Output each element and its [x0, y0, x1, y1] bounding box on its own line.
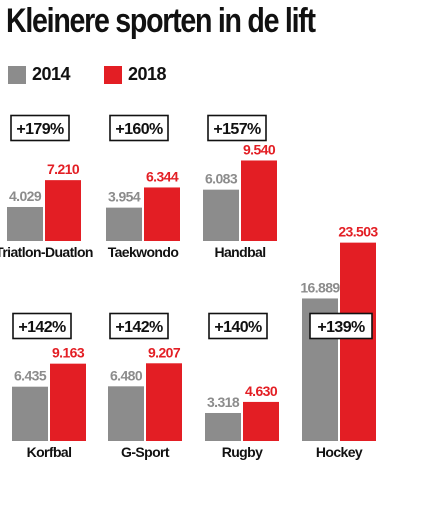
- growth-label-taekwondo: +160%: [115, 121, 163, 138]
- category-label-triatlon-duatlon: Triatlon-Duatlon: [0, 244, 93, 260]
- growth-label-korfbal: +142%: [18, 319, 66, 336]
- bar-2018-g-sport: [146, 363, 182, 441]
- category-label-taekwondo: Taekwondo: [108, 244, 179, 260]
- growth-box-handbal: [207, 114, 267, 142]
- bar-2014-g-sport: [108, 386, 144, 441]
- legend-label-2018: 2018: [128, 64, 167, 84]
- value-label-2014-g-sport: 6.480: [110, 367, 143, 383]
- bar-2018-rugby: [243, 401, 279, 441]
- bar-2014-rugby: [205, 412, 241, 441]
- bar-2018-taekwondo: [144, 187, 180, 241]
- bar-2014-taekwondo: [106, 207, 142, 241]
- value-label-2018-korfbal: 9.163: [52, 345, 85, 361]
- growth-box-taekwondo: [109, 114, 169, 142]
- legend-swatch-2018: [104, 66, 122, 84]
- bar-2018-handbal: [241, 160, 277, 241]
- growth-box-hockey: [309, 312, 373, 340]
- growth-label-g-sport: +142%: [115, 319, 163, 336]
- growth-box-g-sport: [109, 312, 169, 340]
- chart-title: Kleinere sporten in de lift: [6, 2, 316, 40]
- growth-label-handbal: +157%: [213, 121, 261, 138]
- growth-box-korfbal: [12, 312, 72, 340]
- value-label-2014-handbal: 6.083: [205, 171, 238, 187]
- growth-label-hockey: +139%: [317, 319, 365, 336]
- bar-2018-korfbal: [50, 363, 86, 441]
- legend-label-2014: 2014: [32, 64, 71, 84]
- bar-2014-handbal: [203, 189, 239, 241]
- category-label-rugby: Rugby: [222, 444, 263, 460]
- bar-2014-korfbal: [12, 386, 48, 441]
- value-label-2014-korfbal: 6.435: [14, 368, 47, 384]
- value-label-2018-taekwondo: 6.344: [146, 168, 179, 184]
- bar-2014-triatlon-duatlon: [7, 206, 43, 241]
- value-label-2014-rugby: 3.318: [207, 394, 240, 410]
- value-label-2018-handbal: 9.540: [243, 141, 276, 157]
- growth-label-rugby: +140%: [214, 319, 262, 336]
- value-label-2018-hockey: 23.503: [338, 224, 378, 240]
- value-label-2018-rugby: 4.630: [245, 383, 278, 399]
- value-label-2014-taekwondo: 3.954: [108, 189, 141, 205]
- growth-box-triatlon-duatlon: [10, 114, 70, 142]
- growth-label-triatlon-duatlon: +179%: [16, 121, 64, 138]
- value-label-2014-triatlon-duatlon: 4.029: [9, 188, 42, 204]
- value-label-2018-triatlon-duatlon: 7.210: [47, 161, 80, 177]
- category-label-g-sport: G-Sport: [121, 444, 170, 460]
- legend-swatch-2014: [8, 66, 26, 84]
- category-label-hockey: Hockey: [316, 444, 363, 460]
- value-label-2018-g-sport: 9.207: [148, 344, 181, 360]
- category-label-korfbal: Korfbal: [27, 444, 72, 460]
- growth-box-rugby: [208, 312, 268, 340]
- value-label-2014-hockey: 16.889: [300, 279, 340, 295]
- category-label-handbal: Handbal: [214, 244, 265, 260]
- bar-2018-triatlon-duatlon: [45, 180, 81, 241]
- bar-2018-hockey: [340, 242, 376, 441]
